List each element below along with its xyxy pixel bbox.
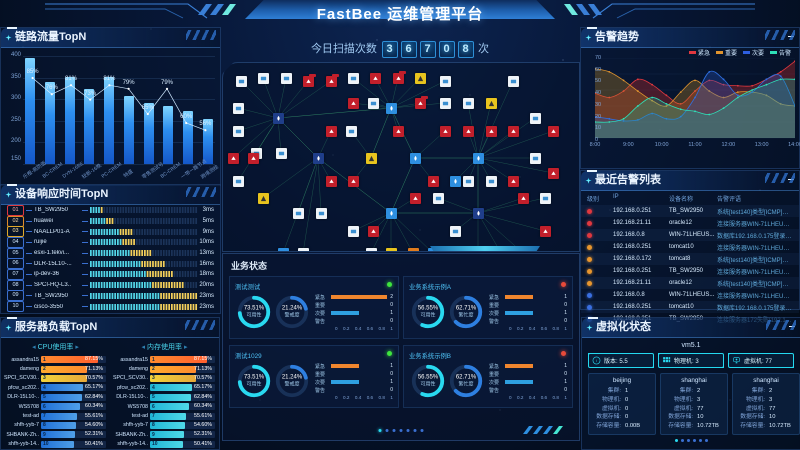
- svg-text:i: i: [596, 358, 597, 363]
